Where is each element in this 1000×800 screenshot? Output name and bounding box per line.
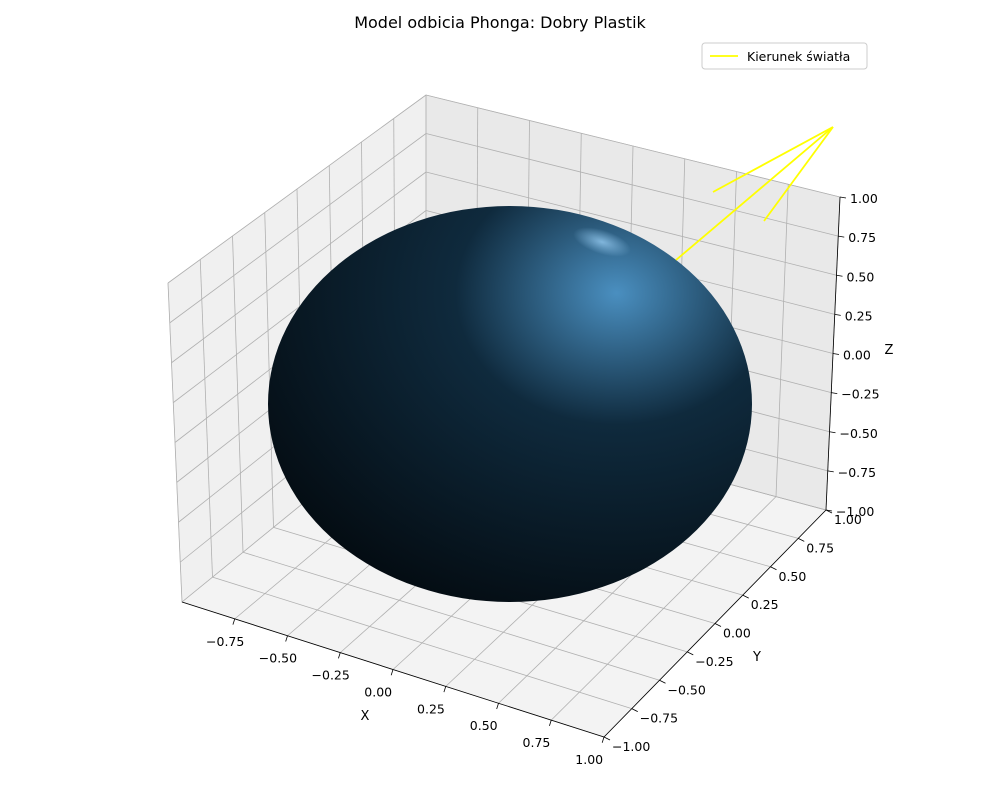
z-tick-mark [827, 470, 834, 473]
x-tick-mark [285, 635, 288, 642]
axis-ticks: −0.75−0.50−0.250.000.250.500.751.00−1.00… [206, 191, 880, 767]
light-direction-line [712, 126, 834, 193]
z-tick-label: 0.25 [845, 308, 873, 323]
z-gridline [425, 171, 837, 276]
y-tick-mark [770, 566, 777, 571]
y-tick-label: 0.25 [751, 597, 779, 612]
y-gridline [242, 551, 660, 681]
light-direction-line [763, 126, 834, 222]
x-tick-mark [549, 720, 552, 726]
z-tick-mark [839, 196, 847, 199]
z-tick-label: −0.75 [838, 465, 876, 480]
y-tick-label: 0.50 [779, 569, 807, 584]
z-gridline [425, 133, 839, 237]
y-gridline [212, 576, 632, 710]
x-axis-label: X [361, 709, 370, 724]
x-tick-mark [496, 703, 499, 710]
y-tick-mark [603, 736, 611, 741]
x-tick-label: 0.75 [523, 735, 551, 750]
z-axis-label: Z [885, 343, 894, 358]
x-tick-label: 0.25 [417, 701, 445, 716]
x-tick-label: 0.50 [470, 718, 498, 733]
y-tick-mark [659, 679, 666, 684]
y-axis-label: Y [752, 650, 761, 665]
z-tick-mark [838, 235, 845, 238]
y-tick-mark [798, 538, 805, 542]
specular-highlight [573, 227, 631, 257]
chart-title: Model odbicia Phonga: Dobry Plastik [354, 13, 646, 32]
z-tick-mark [829, 431, 836, 434]
y-tick-label: −0.75 [640, 711, 678, 726]
z-gridline [167, 94, 427, 284]
x-tick-mark [443, 686, 447, 693]
y-tick-label: 0.00 [723, 626, 751, 641]
y-tick-label: −1.00 [612, 739, 650, 754]
z-tick-label: 0.75 [848, 230, 876, 245]
x-tick-label: −0.75 [206, 634, 244, 649]
x-tick-label: −0.25 [312, 668, 350, 683]
z-tick-label: 1.00 [850, 191, 878, 206]
sphere-surface [268, 206, 752, 602]
legend-box [701, 42, 868, 70]
z-tick-mark [832, 353, 840, 355]
legend: Kierunek światła [701, 42, 868, 70]
z-tick-mark [836, 274, 843, 277]
legend-label: Kierunek światła [747, 49, 850, 64]
x-tick-label: 1.00 [575, 752, 603, 767]
y-tick-label: 0.75 [806, 540, 834, 555]
z-tick-mark [831, 392, 838, 395]
y-tick-mark [631, 708, 638, 712]
y-tick-label: −0.50 [668, 682, 706, 697]
x-tick-mark [601, 736, 605, 743]
y-tick-label: 1.00 [834, 512, 862, 527]
x-tick-mark [232, 618, 236, 625]
y-tick-mark [742, 594, 749, 599]
z-tick-label: −0.25 [841, 387, 879, 402]
y-tick-mark [687, 651, 694, 656]
x-tick-mark [390, 669, 394, 676]
z-gridline [171, 171, 427, 364]
y-tick-label: −0.25 [695, 654, 733, 669]
z-tick-mark [834, 313, 841, 316]
x-tick-label: 0.00 [364, 684, 392, 699]
z-tick-mark [825, 509, 833, 512]
z-gridline [169, 133, 427, 324]
light-direction-line [675, 126, 834, 261]
z-tick-label: −1.00 [836, 504, 874, 519]
z-tick-label: 0.00 [843, 348, 871, 363]
y-tick-mark [714, 623, 722, 627]
x-tick-mark [338, 652, 341, 659]
x-tick-label: −0.50 [259, 651, 297, 666]
z-tick-label: −0.50 [840, 426, 878, 441]
z-tick-label: 0.50 [847, 269, 875, 284]
